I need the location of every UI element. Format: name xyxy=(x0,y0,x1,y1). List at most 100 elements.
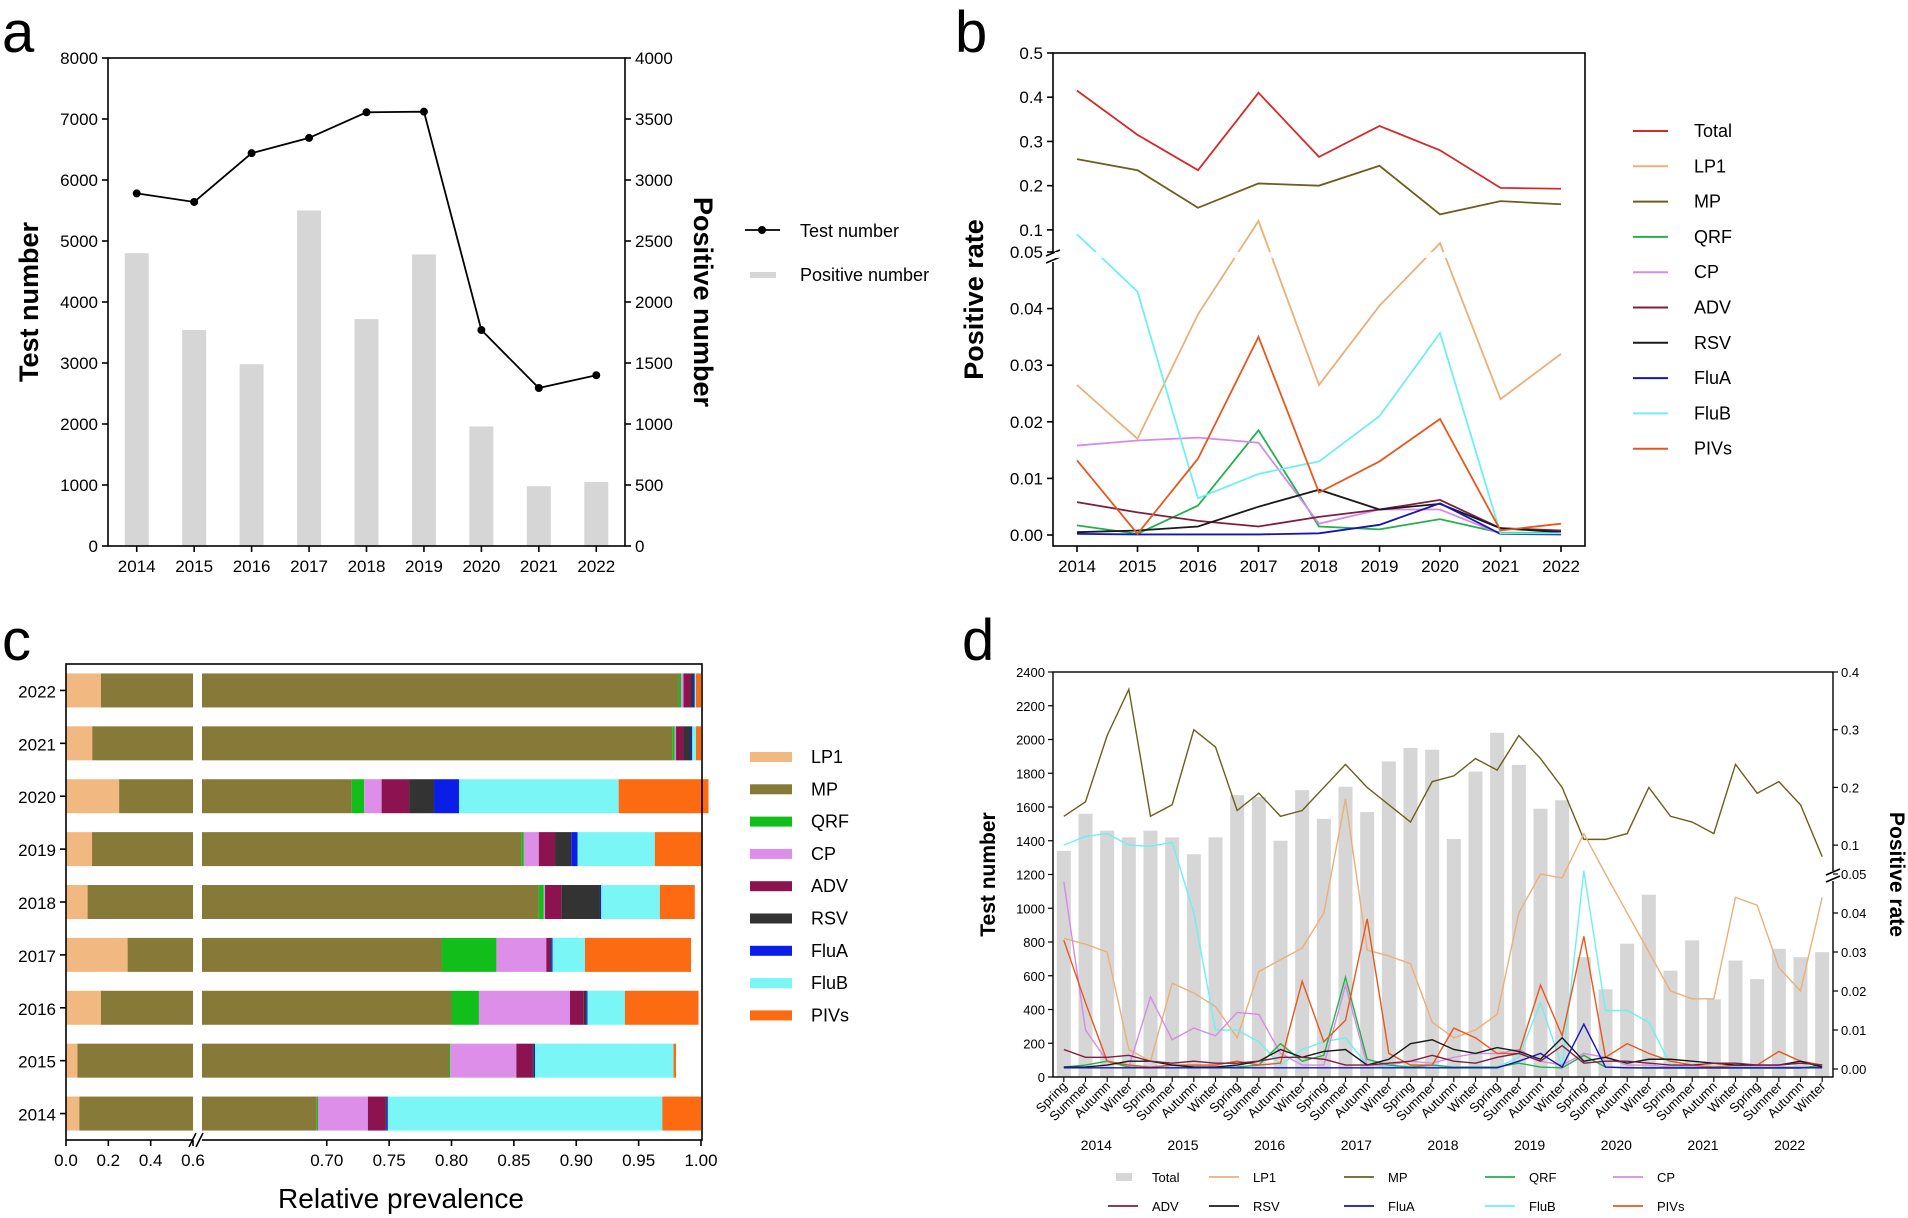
d-bar-19 xyxy=(1446,839,1461,1077)
c-legend-swatch-flua xyxy=(750,945,792,956)
a-ytick-label-8000: 8000 xyxy=(60,49,98,68)
d-ytick-label-2200: 2200 xyxy=(1016,699,1045,714)
c-bar-2020-adv xyxy=(381,779,410,814)
d-bar-16 xyxy=(1381,761,1396,1077)
a-bar-2017 xyxy=(297,210,322,546)
c-bar-2014-flua xyxy=(386,1096,388,1131)
c-bar-2021-rsv xyxy=(683,726,692,761)
c-bar-2017-adv xyxy=(546,937,551,972)
c-bar-2021-flub xyxy=(692,726,697,761)
b-ytick-label-0.03: 0.03 xyxy=(1010,356,1043,375)
b-axis-break-gap xyxy=(1047,252,1059,262)
c-bar-2015-flub xyxy=(535,1043,674,1078)
d-year-label-2016: 2016 xyxy=(1254,1137,1285,1153)
c-axes-frame xyxy=(65,663,703,1141)
c-bar-2017-flub xyxy=(552,937,585,972)
panel-d-chart: 0 200 400 600 800 1000 1200 1400 1600 1800 2000 220… xyxy=(977,665,1908,1214)
d-bar-8 xyxy=(1208,837,1223,1077)
d-ytick-label-1200: 1200 xyxy=(1016,868,1045,883)
d-bar-9 xyxy=(1230,795,1245,1077)
d-bar-10 xyxy=(1251,796,1266,1077)
d-bar-21 xyxy=(1490,732,1505,1077)
d-y2tick-label-0.2: 0.2 xyxy=(1841,780,1859,795)
d-year-label-2017: 2017 xyxy=(1341,1137,1372,1153)
d-y2label: Positive rate xyxy=(1885,812,1908,937)
c-bar-2021-pivs xyxy=(696,726,701,761)
d-legend-label-pivs: PIVs xyxy=(1657,1199,1685,1214)
c-bar-2018-rsv xyxy=(561,885,600,919)
c-bar-2017-qrf xyxy=(441,937,497,972)
d-year-label-2021: 2021 xyxy=(1687,1137,1718,1153)
b-line-cp xyxy=(1076,436,1561,535)
c-bar-2014-adv xyxy=(367,1096,386,1131)
c-bar-2014-qrf xyxy=(316,1096,319,1131)
c-bar-2015-lp1 xyxy=(66,1043,78,1078)
b-line-mp xyxy=(1076,158,1562,216)
c-bar-2015-adv xyxy=(516,1043,533,1078)
d-bar-32 xyxy=(1728,960,1743,1077)
d-bar-4 xyxy=(1121,837,1136,1077)
b-line-flua xyxy=(1076,502,1562,536)
a-legend-positive-number: Positive number xyxy=(800,265,929,285)
b-legend-label-total: Total xyxy=(1694,121,1732,141)
c-bar-2019-cp xyxy=(523,832,539,867)
a-y2tick-label-1000: 1000 xyxy=(635,415,673,434)
c-axis-break-gap xyxy=(192,1134,202,1146)
c-bar-2021-flua xyxy=(691,726,693,761)
d-ylabel: Test number xyxy=(977,812,1000,936)
d-year-label-2018: 2018 xyxy=(1427,1137,1458,1153)
c-legend-swatch-rsv xyxy=(750,913,792,924)
c-bar-2019-flua xyxy=(571,832,578,867)
a-point-2016 xyxy=(247,149,256,158)
d-line-adv xyxy=(1063,1044,1823,1066)
a-y2tick-label-3000: 3000 xyxy=(635,171,673,190)
b-xtick-label-2018: 2018 xyxy=(1300,557,1338,576)
c-legend-label-lp1: LP1 xyxy=(811,747,843,767)
d-bar-12 xyxy=(1295,790,1310,1077)
a-point-2019 xyxy=(419,107,428,116)
d-y2tick-label-0.03: 0.03 xyxy=(1841,945,1866,960)
b-legend-label-flub: FluB xyxy=(1694,403,1731,423)
c-bar-2022-adv xyxy=(683,673,692,708)
c-ytick-label-2015: 2015 xyxy=(18,1053,56,1072)
c-bar-2020-cp xyxy=(364,779,382,814)
d-y2tick-label-0.04: 0.04 xyxy=(1841,906,1866,921)
b-axis-break-slash-top xyxy=(1045,249,1061,257)
b-line-qrf xyxy=(1076,428,1561,535)
c-legend-swatch-qrf xyxy=(750,816,792,827)
a-y2tick-label-0: 0 xyxy=(635,537,644,556)
c-bar-2019-mp xyxy=(92,832,522,867)
c-bar-2019-qrf xyxy=(521,832,524,867)
d-year-label-2020: 2020 xyxy=(1601,1137,1632,1153)
d-axis-break-gap xyxy=(1827,871,1839,881)
a-ytick-label-2000: 2000 xyxy=(60,415,98,434)
b-xtick-label-2022: 2022 xyxy=(1542,557,1580,576)
a-ytick-label-1000: 1000 xyxy=(60,476,98,495)
c-bar-2014-rsv xyxy=(385,1096,387,1131)
c-bar-2015-rsv xyxy=(532,1043,534,1078)
c-legend-label-mp: MP xyxy=(811,779,838,799)
panel-c-chart: 2022 2021 2020 2019 2018 2017 2016 2015 2014 0.0 0… xyxy=(18,663,849,1214)
b-legend-label-pivs: PIVs xyxy=(1694,439,1732,459)
d-ytick-label-400: 400 xyxy=(1023,1003,1045,1018)
d-ytick-label-2000: 2000 xyxy=(1016,733,1045,748)
c-bar-2020-qrf xyxy=(351,779,365,814)
a-xtick-label-2022: 2022 xyxy=(577,557,615,576)
c-bar-2020-rsv xyxy=(409,779,435,814)
c-bar-2018-flub xyxy=(601,885,660,919)
d-line-lp1 xyxy=(1063,798,1823,1063)
d-legend-label-flua: FluA xyxy=(1388,1199,1415,1214)
c-bar-2021-mp xyxy=(92,726,673,761)
d-year-label-2014: 2014 xyxy=(1081,1137,1112,1153)
c-bar-2019-rsv xyxy=(555,832,572,867)
d-bar-20 xyxy=(1468,771,1483,1077)
a-xtick-label-2018: 2018 xyxy=(348,557,386,576)
c-ytick-label-2022: 2022 xyxy=(18,682,56,701)
b-legend-label-mp: MP xyxy=(1694,192,1721,212)
c-bar-2019-lp1 xyxy=(66,832,93,867)
d-y2tick-label-0.4: 0.4 xyxy=(1841,665,1859,680)
d-bar-22 xyxy=(1511,764,1526,1077)
d-bar-31 xyxy=(1706,999,1721,1077)
b-xtick-label-2020: 2020 xyxy=(1421,557,1459,576)
d-bar-33 xyxy=(1750,979,1765,1077)
